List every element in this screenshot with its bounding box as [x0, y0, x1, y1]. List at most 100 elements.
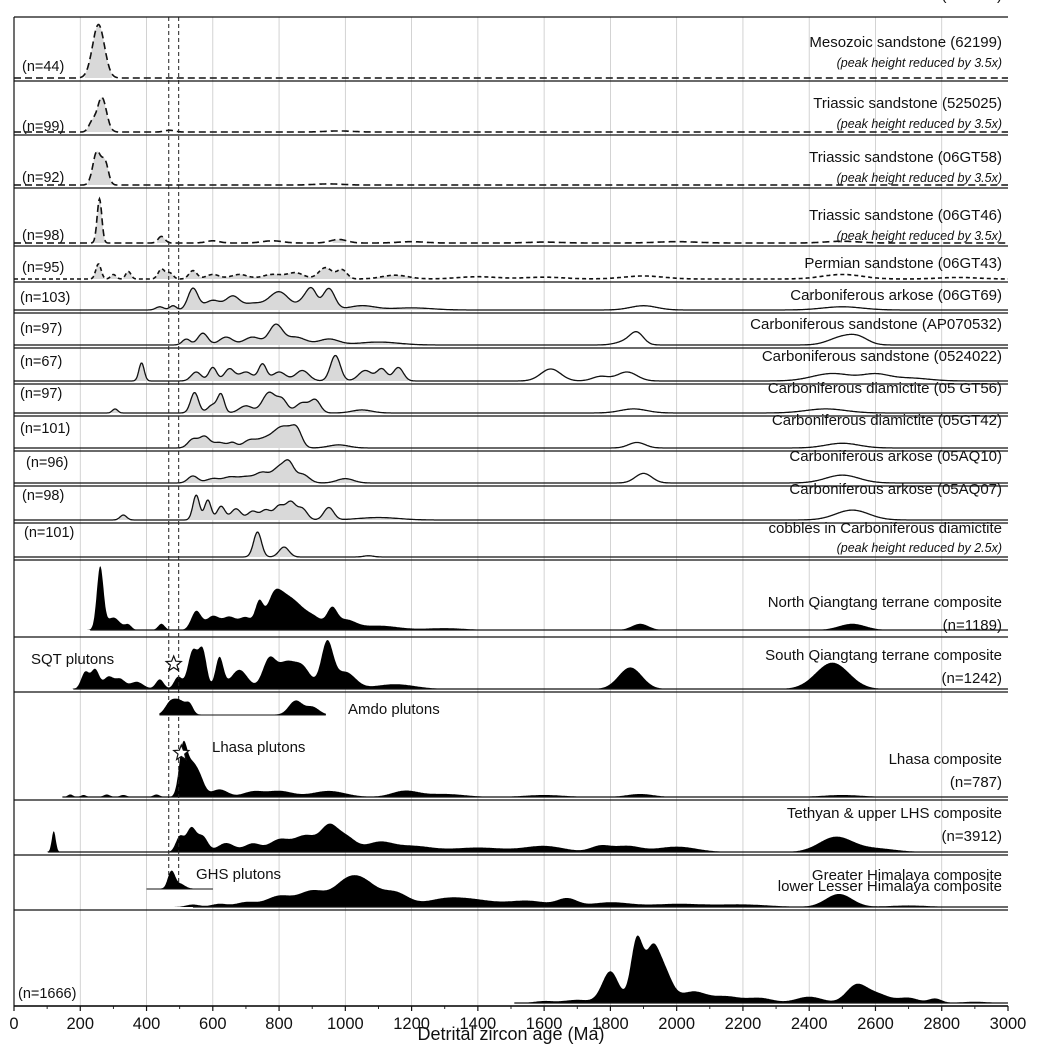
- n-label-p06GT46: (n=98): [22, 228, 64, 244]
- panel-p06GT46: Triassic sandstone (06GT46) (peak height …: [14, 196, 1008, 247]
- n-label-pNQT: (n=1189): [943, 617, 1002, 634]
- kde-fill-pLLH: [14, 935, 1008, 1003]
- n-label-p0524022: (n=67): [20, 354, 62, 370]
- inset-label-inset-ghs: GHS plutons: [196, 866, 281, 883]
- kde-fill-p0524022: [135, 355, 409, 381]
- kde-fill-pNQT: [14, 566, 1008, 630]
- n-label-pLLH: (n=1666): [18, 986, 76, 1002]
- kde-fill-p05GT56: [111, 392, 376, 413]
- panel-pLLH: lower Lesser Himalaya composite (n=1666): [14, 878, 1008, 1007]
- n-label-pLhasa: (n=787): [950, 774, 1002, 791]
- pluton-insets-layer: SQT plutons Amdo plutons Lhasa plutons GHS …: [31, 651, 440, 890]
- inset-label-inset-lhasa: Lhasa plutons: [212, 739, 305, 756]
- sample-label-pTethyan: Tethyan & upper LHS composite: [787, 805, 1002, 822]
- panel-p05AQ07: Carboniferous arkose (05AQ07) (n=98): [14, 481, 1008, 524]
- sample-label-p05GT56: Carboniferous diamictite (05 GT56): [768, 380, 1002, 397]
- n-label-p06GT69: (n=103): [20, 290, 70, 306]
- x-tick-label-2800: 2800: [923, 1015, 960, 1033]
- note-label-p06GT46: (peak height reduced by 3.5x): [837, 229, 1002, 243]
- kde-fill-p05AQ07: [118, 495, 399, 520]
- x-tick-label-400: 400: [133, 1015, 161, 1033]
- n-label-p62199: (n=44): [22, 59, 64, 75]
- panel-p06GT58: Triassic sandstone (06GT58) (peak height …: [14, 149, 1008, 189]
- n-label-p05GT42: (n=101): [20, 421, 70, 437]
- kde-fill-p525025: [86, 97, 113, 132]
- x-tick-label-1800: 1800: [592, 1015, 629, 1033]
- n-label-pcobbles: (n=101): [24, 525, 74, 541]
- x-axis-label: Detrital zircon age (Ma): [417, 1024, 604, 1044]
- x-tick-label-2000: 2000: [658, 1015, 695, 1033]
- kde-line-p06GT43: [14, 263, 1008, 280]
- n-label-p525025: (n=99): [22, 119, 64, 135]
- note-label-p62199: (peak height reduced by 3.5x): [837, 56, 1002, 70]
- kde-fill-pAP070532: [179, 324, 405, 345]
- sample-label-p05AQ07: Carboniferous arkose (05AQ07): [789, 481, 1002, 498]
- note-label-pcobbles: (peak height reduced by 2.5x): [837, 541, 1002, 555]
- x-tick-label-200: 200: [67, 1015, 95, 1033]
- kde-line-p525025: [14, 96, 1008, 133]
- panel-p05GT42: Carboniferous diamictite (05GT42) (n=101): [14, 412, 1008, 452]
- kde-line-p05AQ10: [14, 459, 1008, 484]
- n-label-p06GT43: (n=95): [22, 260, 64, 276]
- sample-label-pNQT: North Qiangtang terrane composite: [768, 594, 1002, 611]
- kde-fill-p05GT42: [182, 424, 355, 448]
- sample-label-p05GT42: Carboniferous diamictite (05GT42): [772, 412, 1002, 429]
- kde-line-p06GT58: [14, 150, 1008, 186]
- panel-p06GT69: Carboniferous arkose (06GT69) (n=103): [14, 286, 1008, 314]
- panel-pNQT: North Qiangtang terrane composite (n=1189…: [14, 566, 1008, 638]
- panel-p62199: Mesozoic sandstone (62199) (peak height r…: [14, 23, 1008, 82]
- panels-layer: Mesozoic sandstone (62199) (peak height r…: [13, 0, 1008, 1007]
- note-label-p525025: (peak height reduced by 3.5x): [837, 117, 1002, 131]
- sample-label-pLhasa: Lhasa composite: [889, 751, 1002, 768]
- panel-pTethyan: Tethyan & upper LHS composite (n=3912): [14, 805, 1008, 856]
- inset-label-inset-amdo: Amdo plutons: [348, 701, 440, 718]
- x-tick-label-0: 0: [9, 1015, 18, 1033]
- kde-line-p05GT56: [14, 391, 1008, 414]
- panel-p525025: Triassic sandstone (525025) (peak height …: [14, 95, 1008, 136]
- x-tick-label-2400: 2400: [791, 1015, 828, 1033]
- x-tick-label-2200: 2200: [725, 1015, 762, 1033]
- n-label-pTethyan: (n=3912): [942, 828, 1002, 845]
- kde-line-p62199: [14, 23, 1008, 79]
- star-icon-lhasa: [172, 743, 191, 761]
- kde-line-p06GT69: [14, 286, 1008, 311]
- kde-line-p0524022: [14, 354, 1008, 382]
- n-label-p05GT56: (n=97): [20, 386, 62, 402]
- n-label-p05AQ07: (n=98): [22, 488, 64, 504]
- x-tick-label-1600: 1600: [526, 1015, 563, 1033]
- reference-lines-layer: [168, 17, 180, 890]
- x-tick-label-3000: 3000: [990, 1015, 1027, 1033]
- kde-fill-pLhasa: [14, 740, 1008, 797]
- kde-fill-pcobbles: [248, 532, 294, 557]
- kde-fill-p62199: [84, 24, 113, 79]
- grid-layer: [79, 17, 943, 1006]
- n-label-p05AQ10: (n=96): [26, 455, 68, 471]
- panel-p06GT43: Permian sandstone (06GT43) (n=95): [14, 255, 1008, 283]
- x-tick-label-800: 800: [265, 1015, 293, 1033]
- inset-inset-amdo: Amdo plutons: [159, 698, 440, 718]
- panel-pGHS: Greater Himalaya composite (n=1399): [14, 0, 1008, 911]
- sample-label-pGHS: Greater Himalaya composite: [812, 867, 1002, 884]
- inset-inset-ghs: GHS plutons: [146, 866, 281, 890]
- kde-fill-p06GT69: [154, 287, 428, 310]
- sample-label-p06GT58: Triassic sandstone (06GT58): [809, 149, 1002, 166]
- kde-fill-p06GT58: [87, 151, 113, 185]
- sample-label-pSQT: South Qiangtang terrane composite: [765, 647, 1002, 664]
- x-tick-label-600: 600: [199, 1015, 227, 1033]
- sample-label-pcobbles: cobbles in Carboniferous diamictite: [769, 520, 1002, 537]
- panel-p05GT56: Carboniferous diamictite (05 GT56) (n=97): [14, 380, 1008, 417]
- kde-fill-pTethyan: [14, 823, 1008, 852]
- kde-line-pcobbles: [14, 531, 1008, 558]
- panel-pcobbles: cobbles in Carboniferous diamictite (peak…: [14, 520, 1008, 561]
- panel-pSQT: South Qiangtang terrane composite (n=1242…: [14, 640, 1008, 693]
- x-axis: 0 200 400 600 800 1000 1200 1400 1600 1800 2000 220…: [9, 1005, 1027, 1033]
- inset-label-inset-sqt: SQT plutons: [31, 651, 114, 668]
- panel-pAP070532: Carboniferous sandstone (AP070532) (n=97): [14, 316, 1008, 349]
- kde-line-p06GT46: [14, 196, 1008, 244]
- sample-label-p06GT46: Triassic sandstone (06GT46): [809, 207, 1002, 224]
- kde-line-p05AQ07: [14, 494, 1008, 521]
- x-tick-label-2600: 2600: [857, 1015, 894, 1033]
- x-tick-label-1200: 1200: [393, 1015, 430, 1033]
- sample-label-p06GT69: Carboniferous arkose (06GT69): [790, 287, 1002, 304]
